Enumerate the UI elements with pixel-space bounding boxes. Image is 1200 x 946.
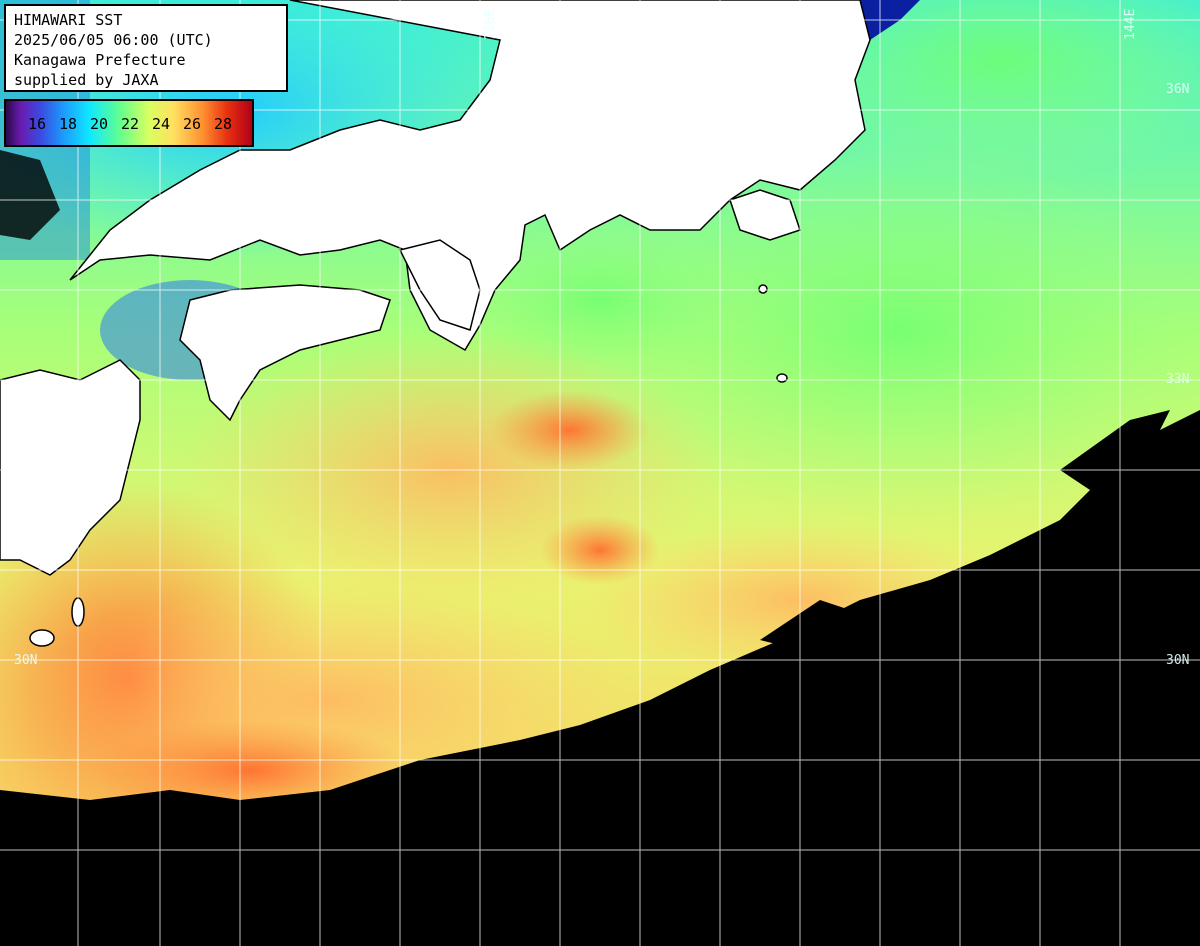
latitude-label-30n-left: 30N: [14, 653, 38, 668]
latitude-label-30n-right: 30N: [1166, 653, 1190, 668]
source-text: supplied by JAXA: [14, 71, 159, 89]
land-kyushu: [0, 359, 141, 576]
title-text: HIMAWARI SST: [14, 11, 123, 29]
land-island-hachijo: [776, 373, 788, 383]
land-island-tanegashima: [29, 629, 55, 647]
land-island-izu: [758, 284, 768, 294]
cloud-mask-south: [0, 410, 1200, 946]
colorbar-labels: 16 18 20 22 24 26 28: [28, 115, 245, 133]
title-box: HIMAWARI SST 2025/06/05 06:00 (UTC) Kana…: [4, 4, 288, 92]
green-water-east: [570, 140, 1200, 520]
colorbar-label-20: 20: [90, 115, 109, 133]
timestamp-text: 2025/06/05 06:00 (UTC): [14, 31, 213, 49]
longitude-label-144e: 144E: [1123, 8, 1138, 40]
colorbar-label-28: 28: [214, 115, 233, 133]
kuroshio-hotspot-1: [490, 390, 650, 470]
colorbar-label-22: 22: [121, 115, 140, 133]
provider-text: Kanagawa Prefecture: [14, 51, 186, 69]
longitude-label-136e: 136E: [483, 8, 498, 40]
latitude-label-33n: 33N: [1166, 372, 1190, 387]
land-kii: [398, 239, 481, 331]
land: [0, 0, 871, 647]
latitude-label-36n: 36N: [1166, 82, 1190, 97]
cloud-patch-top-left: [0, 150, 60, 240]
cloud-streak-3: [760, 600, 850, 650]
colorbar-label-24: 24: [152, 115, 171, 133]
cloud-streak-2: [960, 540, 1060, 610]
colorbar-label-18: 18: [59, 115, 78, 133]
colorbar-label-16: 16: [28, 115, 47, 133]
temperature-colorbar: 16 18 20 22 24 26 28: [4, 99, 254, 147]
colorbar-label-26: 26: [183, 115, 202, 133]
